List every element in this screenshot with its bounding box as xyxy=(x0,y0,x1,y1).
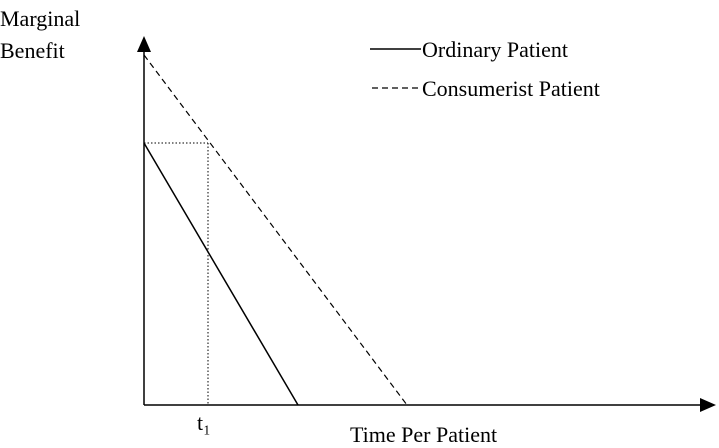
x-axis-arrow xyxy=(700,398,716,412)
y-axis-arrow xyxy=(137,36,151,52)
y-axis-label: Benefit xyxy=(0,38,65,63)
consumerist-curve xyxy=(143,54,408,406)
y-axis-label: Marginal xyxy=(0,6,80,31)
legend-label: Ordinary Patient xyxy=(422,37,568,62)
x-axis-label: Time Per Patient xyxy=(350,422,497,447)
ordinary-curve xyxy=(143,142,299,406)
legend-label: Consumerist Patient xyxy=(422,76,600,101)
x-tick-label: t₁ xyxy=(197,410,211,435)
